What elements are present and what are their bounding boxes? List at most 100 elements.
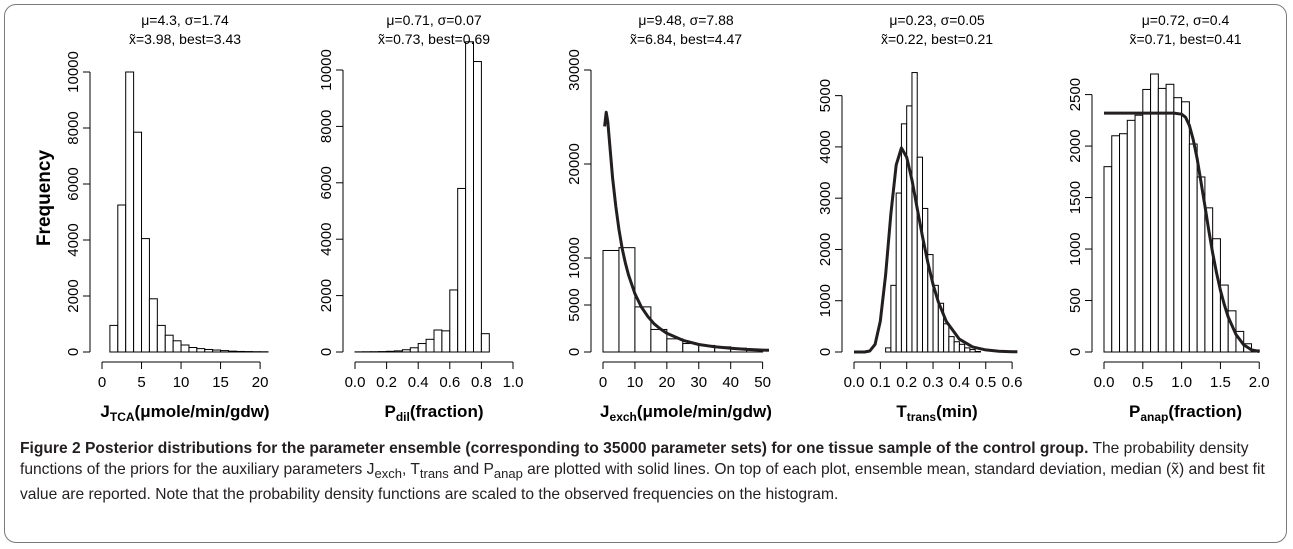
panel-1-bar-14 (220, 350, 229, 353)
figure-caption: Figure 2 Posterior distributions for the… (20, 438, 1270, 505)
panel-1-bar-16 (235, 350, 245, 353)
panel-2-bar-9 (425, 338, 435, 353)
panel-1-y-tick-label-3: 6000 (65, 167, 82, 200)
panel-4-y-tick-label-0: 0 (817, 348, 834, 356)
panel-5-y-tick-label-5: 2500 (1067, 78, 1084, 111)
panel-4-bar-7 (922, 207, 929, 353)
panel-2: 0.0 0.2 0.4 0.6 0.8 1.0 0 2000 4000 6000 8000 10000… (318, 12, 523, 424)
panel-3: 0 10 20 30 40 50 0 5000 10000 20000 30000 μ=9.48, σ… (566, 12, 772, 424)
panel-4-x-tick-label-0: 0.0 (844, 374, 865, 391)
caption-body-pre: The probability density functions of the… (20, 440, 1249, 478)
caption-sep2: and P (448, 461, 494, 478)
panel-5-stats-line2: x̃=0.71, best=0.41 (1129, 31, 1241, 47)
panel-5-bar-0 (1103, 166, 1113, 353)
panel-5: 0.0 0.5 1.0 1.5 2.0 0 500 1000 1500 2000 2500 μ=0.7… (1067, 12, 1270, 424)
panel-2-x-tick-label-4: 0.8 (471, 374, 492, 391)
panel-1-x-tick-label-0: 0 (98, 374, 106, 391)
panel-3-bar-1 (618, 247, 636, 353)
panel-1-bar-15 (227, 350, 237, 353)
panel-5-x-tick-label-4: 2.0 (1249, 374, 1270, 391)
panel-5-bar-4 (1134, 114, 1144, 353)
panel-4-y-tick-label-3: 3000 (817, 181, 834, 214)
panel-2-bar-12 (449, 289, 459, 353)
panel-3-x-tick-label-5: 50 (754, 374, 771, 391)
panel-2-bar-10 (433, 329, 443, 353)
panel-4-bar-0 (885, 347, 892, 353)
panel-2-bar-5 (394, 350, 403, 353)
panel-2-bar-7 (409, 347, 419, 353)
panel-4-density-curve (854, 146, 1018, 354)
panel-5-x-tick-label-0: 0.0 (1094, 374, 1115, 391)
panel-3-bar-0 (602, 249, 620, 353)
panel-1-bar-7 (164, 334, 174, 353)
panel-4-bar-12 (948, 336, 955, 353)
panel-2-y-tick-label-3: 6000 (318, 166, 335, 199)
panel-1-x-tick-label-1: 5 (137, 374, 145, 391)
panel-2-y-tick-label-0: 0 (318, 348, 335, 356)
panel-2-x-tick-label-5: 1.0 (503, 374, 524, 391)
panel-1-bar-1 (117, 204, 127, 353)
caption-sep1: , T (401, 461, 420, 478)
panel-1-bar-3 (133, 131, 143, 353)
panel-2-bar-4 (386, 350, 396, 353)
panel-4-x-tick-label-2: 0.2 (896, 374, 917, 391)
panel-5-bar-1 (1111, 135, 1121, 353)
panel-5-y-tick-label-1: 500 (1067, 288, 1084, 313)
panel-5-bar-8 (1165, 83, 1175, 353)
panel-1-bar-4 (141, 238, 150, 353)
panel-2-bar-13 (457, 187, 467, 353)
panel-2-bar-11 (441, 330, 451, 353)
panel-5-y-tick-label-0: 0 (1067, 348, 1084, 356)
panel-3-x-tick-label-2: 20 (659, 374, 676, 391)
panel-3-x-label: Jexch(μmole/min/gdw) (600, 402, 772, 424)
caption-sub-exch: exch (374, 466, 402, 482)
panel-5-bar-5 (1142, 88, 1152, 353)
panel-3-y-tick-label-0: 0 (566, 348, 583, 356)
panel-5-y-tick-label-4: 2000 (1067, 129, 1084, 162)
panel-4-x-tick-label-5: 0.5 (975, 374, 996, 391)
panel-1-bar-9 (180, 344, 190, 353)
panel-5-bar-10 (1181, 101, 1190, 353)
panel-1-bar-2 (125, 71, 135, 353)
panel-4-bar-2 (895, 192, 902, 353)
panel-1-bar-8 (172, 340, 182, 353)
caption-body-post: are plotted with solid lines. On top of … (20, 461, 1265, 504)
panel-2-y-tick-label-2: 4000 (318, 223, 335, 256)
panel-3-stats-line2: x̃=6.84, best=4.47 (630, 31, 742, 47)
panel-4-bar-11 (943, 323, 950, 353)
panel-2-x-tick-label-1: 0.2 (376, 374, 397, 391)
panel-5-x-tick-label-1: 0.5 (1132, 374, 1153, 391)
panel-1-x-tick-label-2: 10 (173, 374, 190, 391)
panel-2-bar-16 (480, 333, 490, 353)
panel-2-x-tick-label-3: 0.6 (439, 374, 460, 391)
panel-1-stats-line1: μ=4.3, σ=1.74 (141, 12, 229, 28)
panel-4-x-tick-label-1: 0.1 (870, 374, 891, 391)
caption-title: Posterior distributions for the paramete… (85, 440, 1089, 457)
panel-4-y-tick-label-2: 2000 (817, 233, 834, 266)
panel-3-stats-line1: μ=9.48, σ=7.88 (638, 12, 734, 28)
panel-4-x-tick-label-3: 0.3 (923, 374, 944, 391)
panel-1-y-tick-label-0: 0 (65, 348, 82, 356)
panel-3-y-tick-label-2: 10000 (566, 237, 583, 279)
caption-figure-label: Figure 2 (20, 440, 81, 457)
panel-3-x-tick-label-3: 30 (690, 374, 707, 391)
panel-2-y-tick-label-4: 8000 (318, 110, 335, 143)
panel-4-y-tick-label-5: 5000 (817, 79, 834, 112)
panel-1-bar-6 (156, 324, 166, 353)
panel-5-bar-6 (1150, 73, 1159, 353)
y-axis-label: Frequency (34, 150, 55, 247)
caption-sub-trans: trans (419, 466, 449, 482)
caption-sub-anap: anap (493, 466, 523, 482)
panel-1-x-tick-label-4: 20 (252, 374, 269, 391)
panel-2-bar-14 (465, 41, 475, 353)
panel-5-y-tick-label-3: 1500 (1067, 181, 1084, 214)
panel-1-y-tick-label-1: 2000 (65, 279, 82, 312)
panel-2-stats-line1: μ=0.71, σ=0.07 (386, 12, 482, 28)
panel-5-bar-7 (1157, 87, 1167, 353)
panel-1-bar-5 (148, 298, 158, 353)
panel-4-bar-17 (974, 350, 981, 353)
panel-1-y-tick-label-4: 8000 (65, 111, 82, 144)
panel-4-y-tick-label-4: 4000 (817, 130, 834, 163)
panel-1-y-tick-label-5: 10000 (65, 51, 82, 93)
panel-4-bar-6 (916, 156, 924, 353)
